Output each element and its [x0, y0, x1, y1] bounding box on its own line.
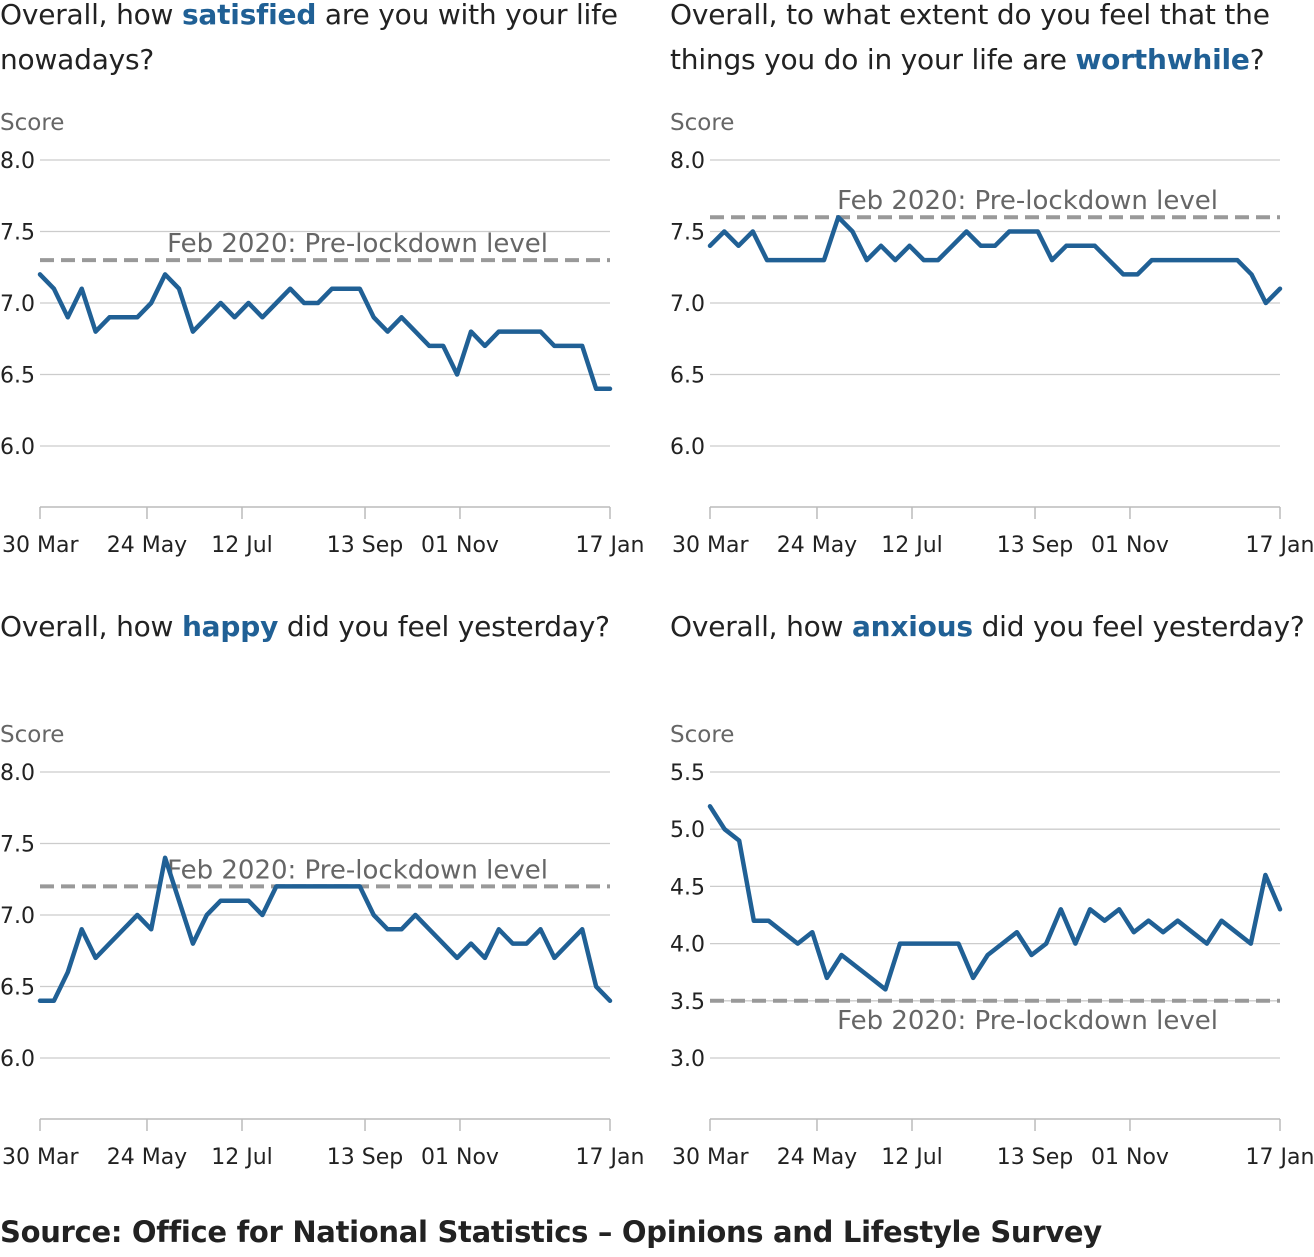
- reference-label: Feb 2020: Pre-lockdown level: [837, 186, 1218, 216]
- y-tick-label: 7.0: [0, 904, 35, 929]
- title-after: are you with your life nowadays?: [0, 0, 618, 76]
- y-tick-label: 3.5: [670, 990, 705, 1015]
- x-tick-label: 13 Sep: [327, 533, 403, 558]
- x-tick-label: 01 Nov: [421, 1145, 499, 1170]
- x-tick-label: 24 May: [777, 1145, 857, 1170]
- x-tick-label: 24 May: [107, 533, 187, 558]
- y-tick-label: 7.5: [0, 833, 35, 858]
- x-tick-label: 17 Jan: [576, 533, 645, 558]
- y-tick-label: 6.5: [0, 364, 35, 389]
- series-line: [37, 272, 613, 392]
- chart-title: Overall, to what extent do you feel that…: [670, 0, 1314, 82]
- y-tick-label: 5.5: [670, 761, 705, 786]
- x-tick-label: 13 Sep: [327, 1145, 403, 1170]
- y-tick-label: 7.5: [670, 221, 705, 246]
- chart-title: Overall, how happy did you feel yesterda…: [0, 604, 645, 649]
- series-line: [707, 804, 1283, 992]
- line-chart-anxious: Score 5.5 5.0 4.5 4.0 3.5 3.0 Feb 2020: Pre-loc…: [670, 722, 1314, 1170]
- reference-label: Feb 2020: Pre-lockdown level: [167, 229, 548, 259]
- x-tick-label: 24 May: [107, 1145, 187, 1170]
- y-tick-label: 7.0: [0, 292, 35, 317]
- x-tick-label: 12 Jul: [211, 533, 273, 558]
- title-before: Overall, how: [0, 610, 182, 643]
- reference-label: Feb 2020: Pre-lockdown level: [167, 855, 548, 885]
- chart-title: Overall, how anxious did you feel yester…: [670, 604, 1314, 649]
- y-tick-label: 6.0: [0, 435, 35, 460]
- x-tick-label: 01 Nov: [421, 533, 499, 558]
- title-keyword: anxious: [851, 610, 973, 643]
- y-axis-label: Score: [0, 110, 64, 136]
- x-tick-label: 17 Jan: [1246, 533, 1314, 558]
- line-chart-happy: Score 8.0 7.5 7.0 6.5 6.0 Feb 2020: Pre-lockdo…: [0, 722, 645, 1170]
- y-tick-label: 8.0: [670, 149, 705, 174]
- x-tick-label: 17 Jan: [1246, 1145, 1314, 1170]
- x-tick-label: 13 Sep: [997, 1145, 1073, 1170]
- series-line: [37, 855, 613, 1004]
- y-tick-label: 8.0: [0, 761, 35, 786]
- x-tick-label: 30 Mar: [672, 1145, 749, 1170]
- title-after: did you feel yesterday?: [972, 610, 1305, 643]
- y-tick-label: 6.5: [670, 364, 705, 389]
- x-tick-label: 12 Jul: [881, 1145, 943, 1170]
- y-tick-label: 5.0: [670, 818, 705, 843]
- title-keyword: satisfied: [181, 0, 317, 31]
- y-tick-label: 6.0: [0, 1047, 35, 1072]
- title-keyword: happy: [181, 610, 279, 643]
- x-tick-label: 13 Sep: [997, 533, 1073, 558]
- y-tick-label: 4.5: [670, 875, 705, 900]
- y-tick-label: 7.5: [0, 221, 35, 246]
- title-before: Overall, how: [0, 0, 182, 31]
- y-tick-label: 6.0: [670, 435, 705, 460]
- title-before: Overall, to what extent do you feel that…: [670, 0, 1270, 76]
- x-tick-label: 12 Jul: [881, 533, 943, 558]
- source-note: Source: Office for National Statistics –…: [0, 1215, 1102, 1249]
- x-tick-label: 17 Jan: [576, 1145, 645, 1170]
- series-line: [707, 214, 1283, 306]
- line-chart-worthwhile: Score 8.0 7.5 7.0 6.5 6.0 Feb 2020: Pre-lockdo…: [670, 110, 1314, 558]
- title-after: ?: [1249, 43, 1265, 76]
- title-keyword: worthwhile: [1075, 43, 1250, 76]
- chart-title: Overall, how satisfied are you with your…: [0, 0, 645, 82]
- y-tick-label: 4.0: [670, 933, 705, 958]
- x-tick-label: 01 Nov: [1091, 533, 1169, 558]
- x-tick-label: 12 Jul: [211, 1145, 273, 1170]
- y-tick-label: 8.0: [0, 149, 35, 174]
- chart-panel-satisfied: Overall, how satisfied are you with your…: [0, 0, 650, 600]
- y-axis-label: Score: [670, 110, 734, 136]
- x-tick-label: 01 Nov: [1091, 1145, 1169, 1170]
- reference-label: Feb 2020: Pre-lockdown level: [837, 1006, 1218, 1036]
- chart-panel-worthwhile: Overall, to what extent do you feel that…: [670, 0, 1314, 600]
- y-tick-label: 6.5: [0, 976, 35, 1001]
- y-axis-label: Score: [670, 722, 734, 748]
- chart-panel-happy: Overall, how happy did you feel yesterda…: [0, 610, 650, 1212]
- x-tick-label: 30 Mar: [2, 533, 79, 558]
- x-tick-label: 30 Mar: [672, 533, 749, 558]
- y-tick-label: 7.0: [670, 292, 705, 317]
- y-axis-label: Score: [0, 722, 64, 748]
- line-chart-satisfied: Score 8.0 7.5 7.0 6.5 6.0 Feb 2020: Pre-lockdo…: [0, 110, 645, 558]
- y-tick-label: 3.0: [670, 1047, 705, 1072]
- x-tick-label: 30 Mar: [2, 1145, 79, 1170]
- x-tick-label: 24 May: [777, 533, 857, 558]
- title-after: did you feel yesterday?: [278, 610, 610, 643]
- title-before: Overall, how: [670, 610, 852, 643]
- chart-panel-anxious: Overall, how anxious did you feel yester…: [670, 610, 1314, 1212]
